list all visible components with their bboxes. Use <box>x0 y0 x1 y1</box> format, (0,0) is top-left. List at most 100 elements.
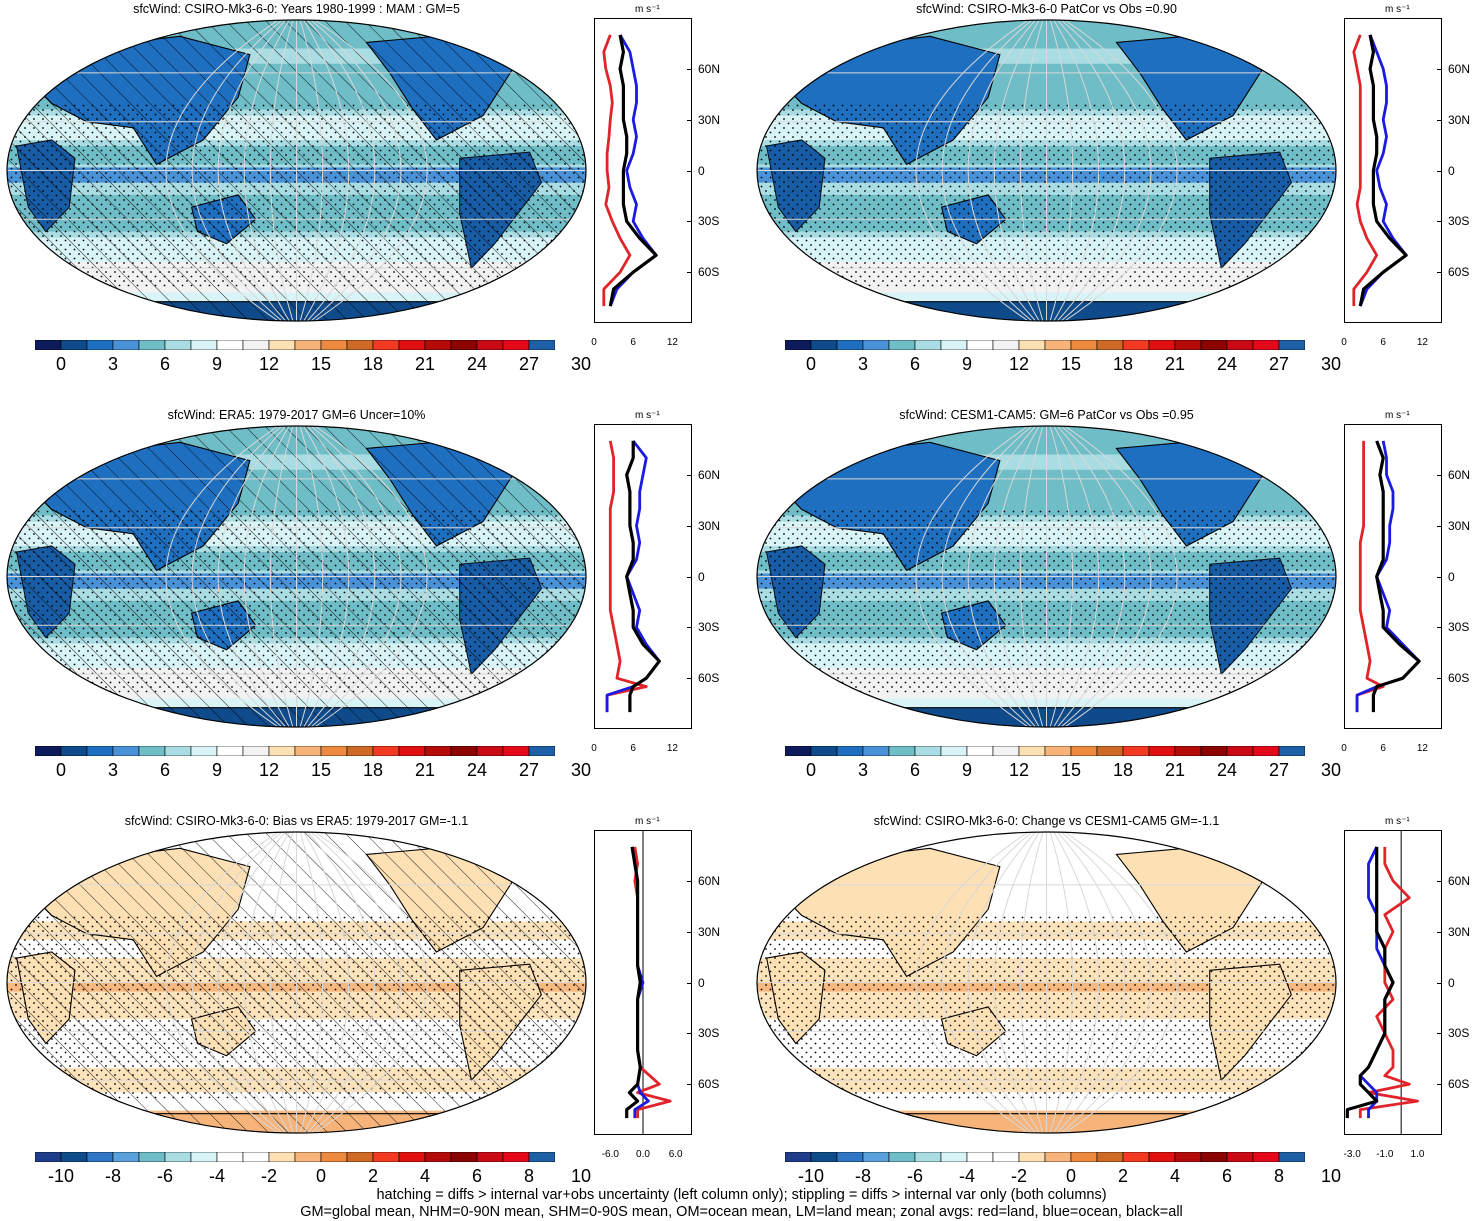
footer-note: hatching = diffs > internal var+obs unce… <box>0 1187 1483 1221</box>
colorbar-segment <box>112 340 140 350</box>
latitude-tick-label: 60S <box>698 671 720 686</box>
colorbar-segment <box>424 746 452 756</box>
colorbar-tick-label: 9 <box>211 354 223 374</box>
panel-title: sfcWind: CSIRO-Mk3-6-0: Bias vs ERA5: 19… <box>124 814 469 828</box>
colorbar-segment <box>1200 746 1228 756</box>
zonal-x-tick-label: -6.0 <box>601 1149 619 1160</box>
colorbar-segment <box>810 340 838 350</box>
world-map <box>756 831 1337 1134</box>
colorbar-tick-label: 0 <box>315 1166 327 1186</box>
latitude-tick-label: 60S <box>1448 265 1470 280</box>
colorbar-tick-label: 21 <box>1164 354 1186 374</box>
colorbar-segment <box>940 746 968 756</box>
colorbar-segment <box>1278 340 1305 350</box>
colorbar-segment <box>785 746 812 756</box>
colorbar-segment <box>164 746 192 756</box>
latitude-tick <box>1437 880 1442 882</box>
latitude-tick <box>1437 678 1442 680</box>
colorbar <box>785 746 1305 756</box>
colorbar-tick-label: 6 <box>1221 1166 1233 1186</box>
colorbar-segment <box>1070 746 1098 756</box>
colorbar-tick-label: 21 <box>414 354 436 374</box>
colorbar-segment <box>836 746 864 756</box>
zonal-x-tick-label: 1.0 <box>1410 1149 1425 1160</box>
colorbar-segment <box>242 340 270 350</box>
colorbar-tick-label: 15 <box>1060 354 1082 374</box>
colorbar-segment <box>914 746 942 756</box>
colorbar-tick-label: 15 <box>310 354 332 374</box>
zonal-x-tick-label: 12 <box>666 337 678 348</box>
latitude-tick <box>1437 982 1442 984</box>
latitude-tick <box>687 931 692 933</box>
colorbar-tick-label: 12 <box>258 760 280 780</box>
colorbar-segment <box>476 746 504 756</box>
colorbar-segment <box>1044 746 1072 756</box>
zonal-x-tick-label: -1.0 <box>1376 1149 1394 1160</box>
colorbar-segment <box>450 746 478 756</box>
zonal-x-tick-label: -3.0 <box>1343 1149 1361 1160</box>
map-outline <box>756 831 1337 1134</box>
zonal-x-tick-label: 6.0 <box>668 1149 683 1160</box>
zonal-average-plot <box>1344 18 1442 323</box>
zonal-x-tick-label: 12 <box>1416 337 1428 348</box>
map-outline <box>6 19 587 322</box>
latitude-tick <box>1437 272 1442 274</box>
zonal-units-label: m s⁻¹ <box>635 4 660 15</box>
colorbar-segment <box>1070 340 1098 350</box>
colorbar-segment <box>810 1152 838 1162</box>
zonal-x-tick-label: 12 <box>1416 743 1428 754</box>
colorbar-segment <box>1226 340 1254 350</box>
latitude-tick-label: 60N <box>1448 467 1471 482</box>
colorbar-segment <box>112 746 140 756</box>
graticule <box>757 20 1336 321</box>
colorbar-segment <box>268 340 296 350</box>
colorbar-segment <box>1174 746 1202 756</box>
colorbar-segment <box>785 1152 812 1162</box>
latitude-tick-label: 60S <box>698 1077 720 1092</box>
latitude-tick-label: 0 <box>698 569 705 584</box>
colorbar-tick-label: 18 <box>362 760 384 780</box>
colorbar-segment <box>476 340 504 350</box>
zonal-x-tick-label: 6 <box>630 337 636 348</box>
graticule <box>757 832 1336 1133</box>
colorbar-segment <box>888 1152 916 1162</box>
colorbar-tick-label: 4 <box>419 1166 431 1186</box>
colorbar-segment <box>294 746 322 756</box>
colorbar-segment <box>1122 1152 1150 1162</box>
latitude-tick-label: 60N <box>698 873 721 888</box>
latitude-tick-label: 30N <box>1448 924 1471 939</box>
latitude-tick-label: 30S <box>698 214 720 229</box>
colorbar-tick-label: 6 <box>909 354 921 374</box>
latitude-tick <box>1437 119 1442 121</box>
colorbar-tick-label: 6 <box>159 760 171 780</box>
colorbar-segment <box>862 746 890 756</box>
colorbar-tick-label: -6 <box>156 1166 174 1186</box>
zonal-x-tick-label: 12 <box>666 743 678 754</box>
latitude-tick-label: 30S <box>698 1026 720 1041</box>
colorbar-tick-label: 3 <box>107 760 119 780</box>
colorbar-segment <box>1252 340 1280 350</box>
zonal-line-land <box>602 34 632 307</box>
latitude-tick <box>1437 1033 1442 1035</box>
colorbar-segment <box>862 1152 890 1162</box>
latitude-tick <box>687 880 692 882</box>
zonal-frame <box>594 18 692 323</box>
colorbar-segment <box>836 340 864 350</box>
latitude-tick-label: 30S <box>698 620 720 635</box>
colorbar-tick-label: 3 <box>857 760 869 780</box>
colorbar-segment <box>190 746 218 756</box>
colorbar-tick-label: 12 <box>258 354 280 374</box>
colorbar-segment <box>372 340 400 350</box>
colorbar-segment <box>810 746 838 756</box>
zonal-x-tick-label: 0 <box>591 743 597 754</box>
zonal-x-tick-label: 6 <box>1380 743 1386 754</box>
colorbar-tick-label: 15 <box>310 760 332 780</box>
colorbar-segment <box>1174 1152 1202 1162</box>
colorbar-segment <box>450 340 478 350</box>
colorbar-tick-label: 9 <box>211 760 223 780</box>
colorbar-segment <box>164 340 192 350</box>
colorbar-segment <box>1096 746 1124 756</box>
colorbar-tick-label: 10 <box>1320 1166 1342 1186</box>
colorbar-tick-label: -6 <box>906 1166 924 1186</box>
colorbar-segment <box>966 340 994 350</box>
